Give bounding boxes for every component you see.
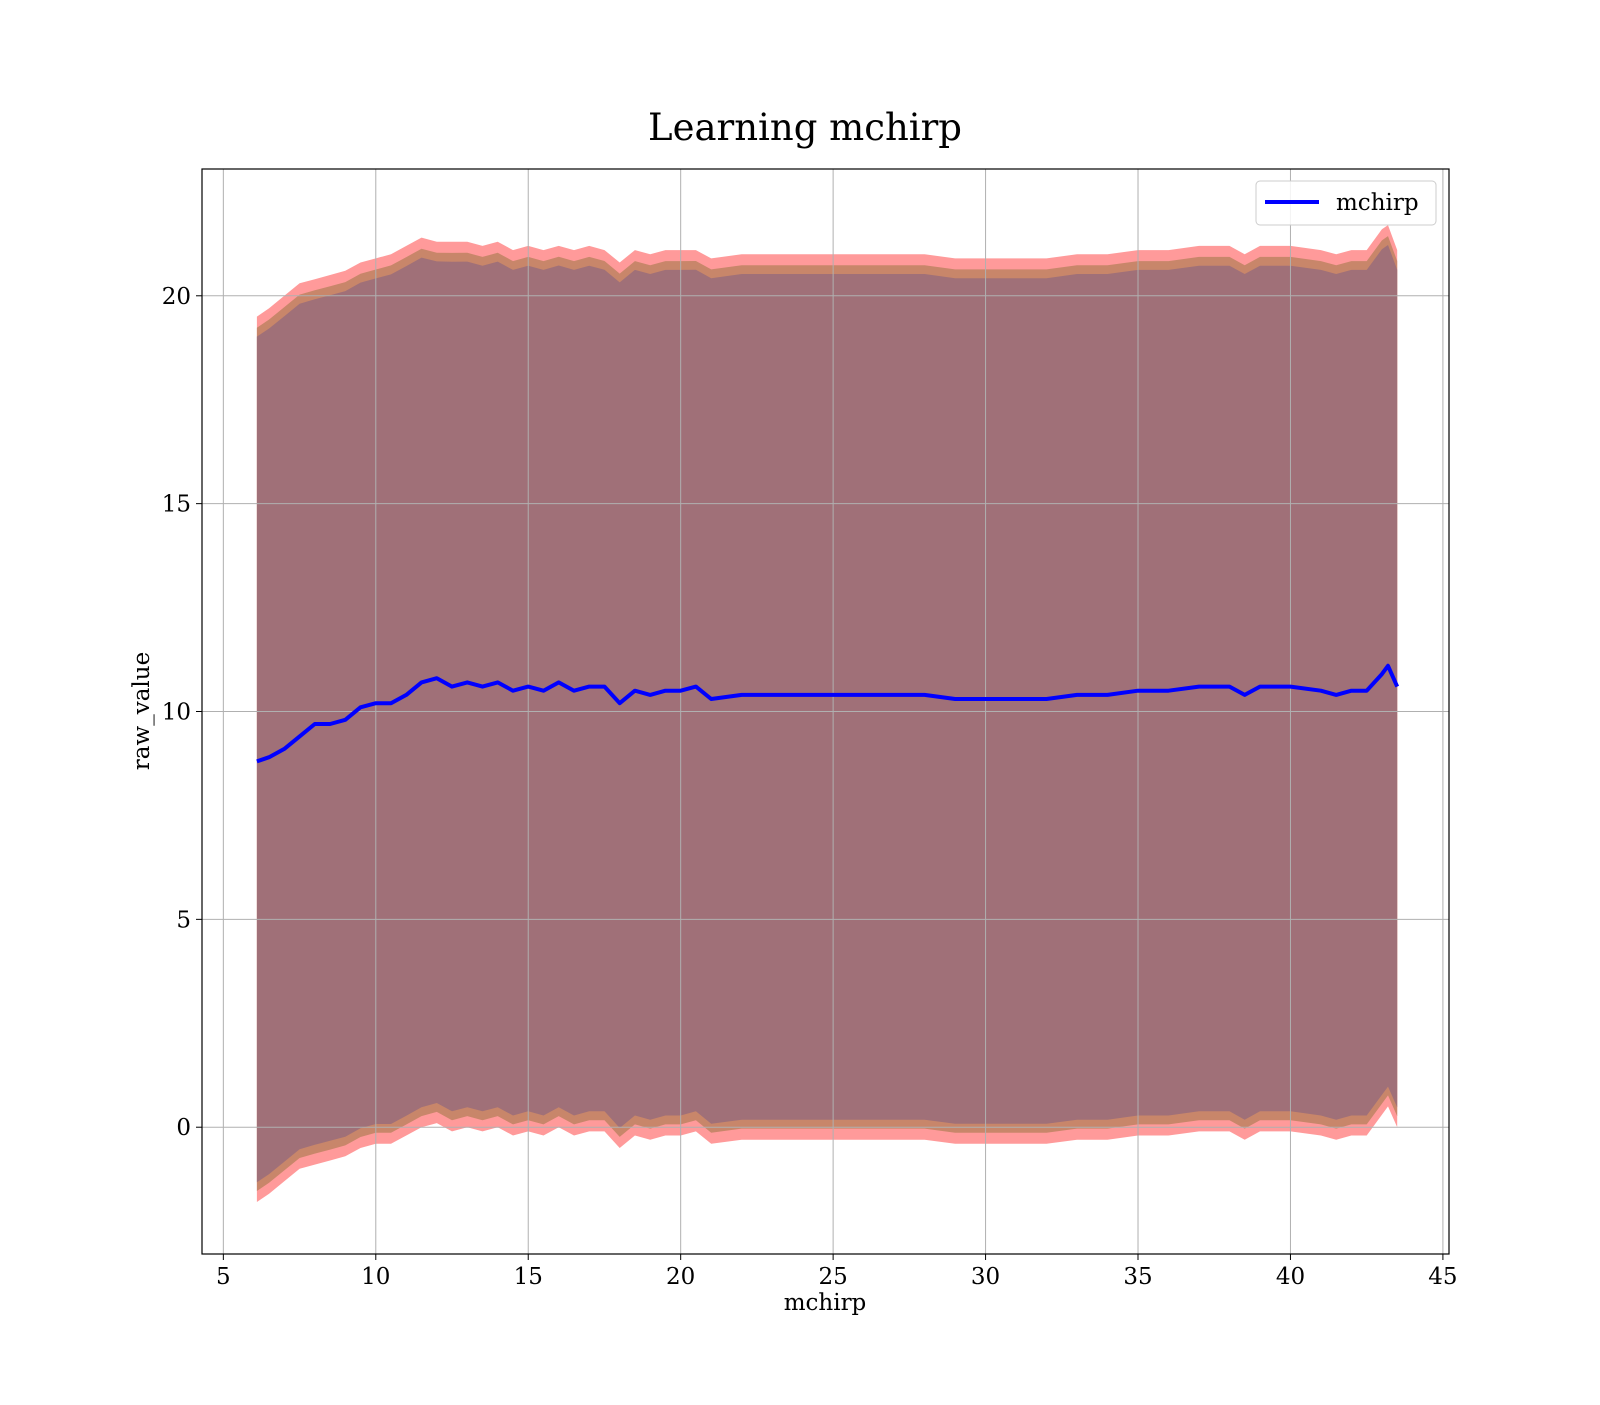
- y-tick-label: 20: [162, 284, 191, 310]
- y-tick-label: 5: [176, 907, 191, 933]
- confidence-bands: [256, 225, 1398, 1203]
- x-tick-label: 15: [514, 1264, 543, 1290]
- band-inner: [256, 245, 1398, 1183]
- y-axis-ticks: 0 5 10 15 20: [162, 284, 202, 1141]
- x-tick-label: 10: [361, 1264, 390, 1290]
- x-axis-label: mchirp: [784, 1290, 867, 1316]
- y-tick-label: 0: [176, 1115, 191, 1141]
- x-axis-ticks: 5 10 15 20 25 30 35 40 45: [216, 1254, 1458, 1290]
- x-tick-label: 40: [1276, 1264, 1305, 1290]
- x-tick-label: 25: [818, 1264, 847, 1290]
- y-tick-label: 15: [162, 492, 191, 518]
- x-tick-label: 45: [1428, 1264, 1457, 1290]
- x-tick-label: 5: [216, 1264, 231, 1290]
- x-tick-label: 30: [971, 1264, 1000, 1290]
- y-axis-label: raw_value: [129, 652, 155, 770]
- plot-area: 5 10 15 20 25 30 35 40 45 0 5 10 15 20: [162, 168, 1458, 1290]
- legend: mchirp: [1255, 180, 1437, 226]
- series-lines: [256, 663, 1400, 764]
- chart-title: Learning mchirp: [648, 106, 962, 149]
- grid-lines: [202, 169, 1449, 1254]
- y-tick-label: 10: [162, 700, 191, 726]
- legend-box: [1255, 180, 1437, 226]
- legend-entry-mchirp: mchirp: [1336, 190, 1419, 216]
- series-line-mchirp: [256, 663, 1400, 764]
- x-tick-label: 20: [666, 1264, 695, 1290]
- x-tick-label: 35: [1123, 1264, 1152, 1290]
